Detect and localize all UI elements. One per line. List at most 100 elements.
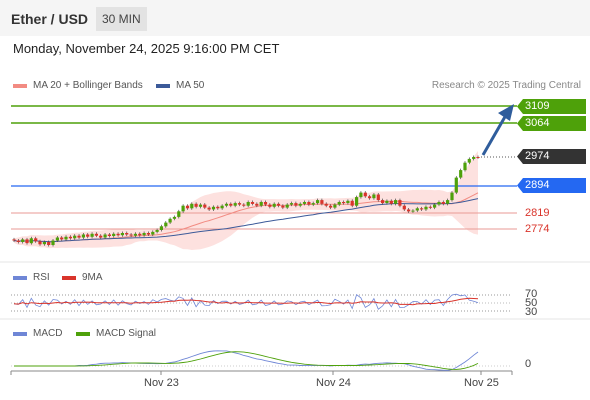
- candle-body: [81, 234, 85, 238]
- candle-body: [12, 239, 16, 241]
- legend-ma50: MA 50: [156, 80, 204, 91]
- candle-body: [86, 234, 90, 237]
- candle-body: [433, 204, 437, 208]
- rsi-ma-swatch: [62, 275, 76, 280]
- candle-body: [437, 202, 441, 205]
- candle-body: [116, 233, 120, 236]
- candle-body: [64, 236, 68, 240]
- candle-body: [99, 235, 103, 238]
- rsi-axis-50: 50: [525, 297, 538, 309]
- candle-body: [142, 233, 146, 236]
- candle-body: [237, 203, 242, 205]
- candle-body: [389, 200, 393, 204]
- legend-rsi: RSI: [13, 272, 50, 283]
- candles: [12, 155, 480, 247]
- candle-body: [25, 239, 29, 244]
- candle-body: [120, 233, 124, 236]
- candle-body: [411, 210, 415, 212]
- candle-body: [289, 203, 294, 205]
- candle-body: [446, 200, 450, 204]
- candle-body: [246, 202, 250, 206]
- candle-body: [415, 208, 419, 211]
- candle-body: [259, 202, 263, 206]
- label-resistance-2: 3109: [517, 99, 586, 114]
- candle-body: [294, 203, 298, 206]
- bollinger-fill: [14, 151, 478, 250]
- candle-body: [428, 206, 432, 208]
- candle-body: [311, 203, 315, 205]
- rsi-swatch: [13, 275, 27, 280]
- candle-body: [21, 239, 25, 242]
- rsi-line: [13, 293, 479, 310]
- candle-body: [207, 207, 211, 210]
- candle-body: [285, 204, 289, 208]
- candle-body: [112, 233, 116, 236]
- rsi-lines: [13, 293, 479, 310]
- candle-body: [90, 233, 94, 237]
- candle-body: [242, 204, 246, 206]
- candle-body: [60, 237, 64, 240]
- chart-header: Ether / USD 30 MIN: [0, 0, 590, 36]
- label-support-2: 2774: [525, 223, 550, 235]
- candle-body: [407, 209, 411, 212]
- candle-body: [211, 206, 216, 210]
- candle-body: [133, 233, 137, 236]
- macd-axis-zero: 0: [525, 358, 532, 370]
- candle-body: [203, 204, 207, 208]
- candle-body: [376, 194, 380, 201]
- candle-body: [159, 226, 163, 230]
- legend-bollinger-label: MA 20 + Bollinger Bands: [33, 80, 143, 91]
- candle-body: [190, 203, 194, 209]
- candle-body: [307, 202, 311, 205]
- rsi-ma-line: [13, 297, 479, 306]
- candle-body: [38, 241, 42, 245]
- legend-bollinger: MA 20 + Bollinger Bands: [13, 80, 143, 91]
- label-support-1: 2819: [525, 207, 550, 219]
- candle-body: [337, 202, 341, 205]
- candle-body: [346, 200, 350, 203]
- legend-macd-signal: MACD Signal: [76, 328, 156, 339]
- bollinger-swatch: [13, 83, 27, 88]
- x-label-nov23: Nov 23: [144, 377, 179, 389]
- candle-body: [168, 218, 172, 223]
- rsi-axis-70: 70: [525, 288, 538, 300]
- candle-body: [229, 203, 233, 206]
- candle-body: [320, 200, 324, 204]
- candle-body: [268, 204, 272, 207]
- legend-rsi-label: RSI: [33, 272, 50, 283]
- candle-body: [73, 235, 77, 239]
- candle-body: [385, 200, 389, 203]
- label-resistance-1: 3064: [517, 116, 586, 131]
- legend-rsi-ma: 9MA: [62, 272, 103, 283]
- candle-body: [129, 234, 133, 236]
- forecast-arrow-shaft: [481, 114, 508, 156]
- candle-body: [34, 238, 38, 242]
- x-label-nov24: Nov 24: [316, 377, 351, 389]
- candle-body: [454, 177, 458, 193]
- candle-body: [372, 194, 376, 199]
- candle-body: [476, 157, 480, 158]
- candle-body: [194, 203, 198, 207]
- candle-body: [350, 200, 354, 206]
- candle-body: [281, 205, 285, 208]
- candle-body: [138, 233, 142, 236]
- candle-body: [55, 237, 59, 241]
- candle-body: [394, 200, 398, 204]
- candle-body: [272, 203, 276, 207]
- candle-body: [302, 202, 307, 204]
- candle-body: [398, 200, 402, 206]
- candle-body: [333, 204, 337, 208]
- candle-body: [68, 236, 72, 239]
- candle-body: [463, 162, 467, 171]
- x-label-nov25: Nov 25: [464, 377, 499, 389]
- candle-body: [298, 203, 302, 206]
- candle-body: [459, 170, 463, 178]
- candle-body: [368, 196, 372, 199]
- interval-badge[interactable]: 30 MIN: [96, 7, 147, 31]
- candle-body: [216, 206, 220, 209]
- candle-body: [441, 202, 445, 204]
- legend-macd-signal-label: MACD Signal: [96, 328, 157, 339]
- label-last-price: 2974: [517, 149, 586, 164]
- candle-body: [316, 200, 320, 204]
- instrument-title: Ether / USD: [11, 11, 89, 27]
